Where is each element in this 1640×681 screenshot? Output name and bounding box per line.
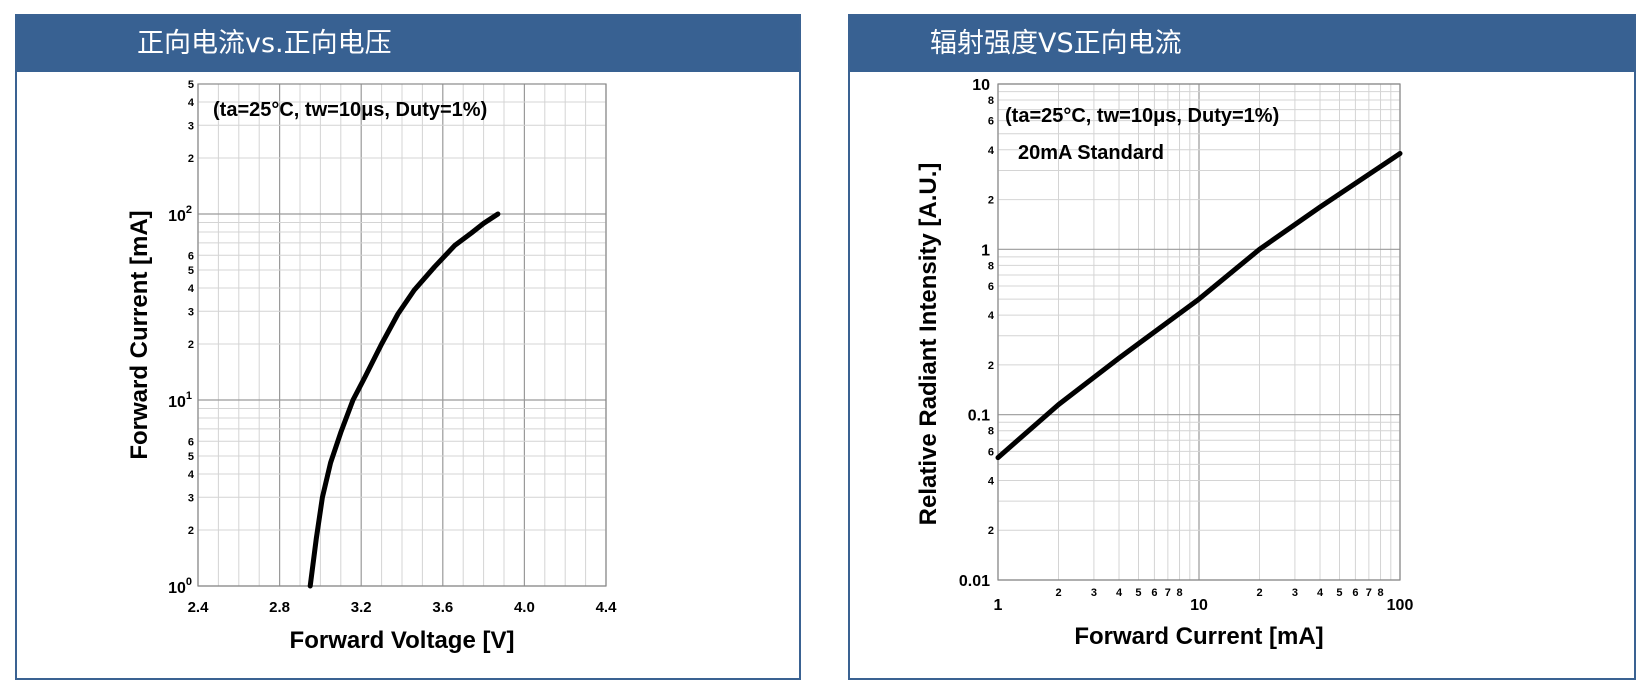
y-minor-tick-label: 4 — [188, 469, 195, 481]
y-minor-tick-label: 8 — [988, 260, 994, 272]
y-minor-tick-label: 4 — [188, 283, 195, 295]
y-axis-label: Forward Current [mA] — [126, 210, 153, 459]
y-minor-tick-label: 6 — [988, 446, 994, 458]
chart-panel-forward-voltage: 正向电流vs.正向电压 2.4 2.8 3.2 3.6 4.0 4.4 100 101 102 2… — [15, 14, 801, 680]
y-minor-tick-label: 3 — [188, 306, 194, 318]
x-minor-tick-label: 6 — [1352, 587, 1358, 599]
x-minor-tick-label: 6 — [1151, 587, 1157, 599]
panel-header: 正向电流vs.正向电压 — [17, 16, 799, 72]
x-minor-tick-label: 4 — [1116, 587, 1123, 599]
y-minor-tick-label: 4 — [988, 310, 995, 322]
y-minor-tick-label: 2 — [188, 153, 194, 165]
y-tick-label: 100 — [168, 576, 192, 597]
x-minor-tick-label: 2 — [1055, 587, 1061, 599]
y-tick-label: 102 — [168, 204, 192, 225]
y-tick-label: 101 — [168, 390, 192, 411]
series-line — [995, 151, 1403, 461]
plot-frame — [997, 83, 1401, 581]
y-minor-tick-label: 8 — [988, 95, 994, 107]
y-axis-label: Relative Radiant Intensity [A.U.] — [915, 163, 942, 526]
x-minor-tick-label: 5 — [1336, 587, 1342, 599]
y-minor-tick-label: 5 — [188, 451, 194, 463]
y-tick-label: 0.01 — [959, 573, 990, 590]
x-tick-label: 1 — [994, 597, 1003, 614]
x-tick-label: 3.2 — [351, 599, 372, 616]
y-minor-tick-label: 4 — [988, 145, 995, 157]
chart-annotation: (ta=25°C, tw=10μs, Duty=1%) — [1005, 105, 1279, 127]
chart-annotation: (ta=25°C, tw=10μs, Duty=1%) — [213, 99, 487, 121]
x-minor-tick-label: 8 — [1176, 587, 1182, 599]
y-tick-label: 10 — [972, 77, 990, 94]
y-minor-tick-label: 3 — [188, 492, 194, 504]
y-minor-tick-label: 6 — [188, 436, 194, 448]
x-axis-label: Forward Current [mA] — [1074, 623, 1323, 650]
x-tick-label: 4.0 — [514, 599, 535, 616]
y-tick-label: 1 — [981, 242, 990, 259]
chart-panel-radiant-intensity: 辐射强度VS正向电流 1 10 100 2 3 4 5 6 7 8 2 3 4 5 6 7 8 0.01 0.1 1 1… — [848, 14, 1636, 680]
y-minor-tick-label: 4 — [188, 97, 195, 109]
panel-header: 辐射强度VS正向电流 — [850, 16, 1634, 72]
y-minor-tick-label: 5 — [188, 265, 194, 277]
forward-voltage-chart: 2.4 2.8 3.2 3.6 4.0 4.4 100 101 102 2 3 4 5 6 2 3 4 5 6 2 3 4… — [126, 79, 618, 654]
y-minor-tick-label: 6 — [988, 116, 994, 128]
x-tick-label: 2.8 — [269, 599, 290, 616]
x-tick-label: 100 — [1387, 597, 1414, 614]
y-minor-tick-label: 2 — [988, 195, 994, 207]
y-tick-label: 0.1 — [968, 408, 990, 425]
chart-annotation-standard: 20mA Standard — [1018, 142, 1164, 164]
y-minor-tick-label: 8 — [988, 426, 994, 438]
y-minor-tick-label: 4 — [988, 475, 995, 487]
x-minor-tick-label: 8 — [1377, 587, 1383, 599]
x-tick-label: 2.4 — [188, 599, 210, 616]
x-minor-tick-label: 3 — [1091, 587, 1097, 599]
y-minor-tick-label: 2 — [188, 525, 194, 537]
x-minor-tick-label: 5 — [1135, 587, 1141, 599]
plot-frame — [197, 83, 607, 587]
x-tick-label: 3.6 — [432, 599, 453, 616]
x-axis-label: Forward Voltage [V] — [290, 627, 515, 654]
y-minor-tick-label: 6 — [988, 281, 994, 293]
x-tick-label: 4.4 — [596, 599, 618, 616]
y-minor-tick-label: 5 — [188, 79, 194, 91]
x-minor-tick-label: 4 — [1317, 587, 1324, 599]
x-minor-tick-label: 2 — [1256, 587, 1262, 599]
x-minor-tick-label: 7 — [1165, 587, 1171, 599]
y-minor-tick-label: 6 — [188, 250, 194, 262]
series-line — [307, 211, 501, 589]
y-minor-tick-label: 3 — [188, 120, 194, 132]
x-minor-tick-label: 3 — [1292, 587, 1298, 599]
y-minor-tick-label: 2 — [188, 339, 194, 351]
y-minor-tick-label: 2 — [988, 360, 994, 372]
y-minor-tick-label: 2 — [988, 525, 994, 537]
x-minor-tick-label: 7 — [1366, 587, 1372, 599]
x-tick-label: 10 — [1190, 597, 1208, 614]
